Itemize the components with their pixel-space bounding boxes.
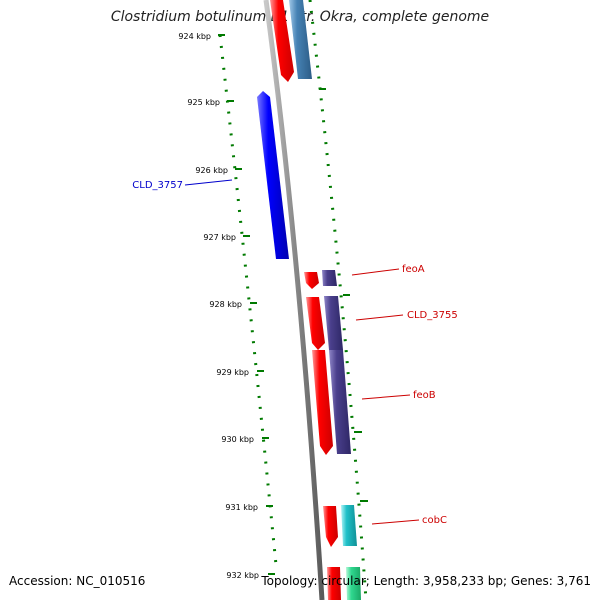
leader-line-CLD_3755 <box>355 314 404 321</box>
tick-label-927: 927 kbp <box>203 233 236 242</box>
cds-feature-CLD_3755[interactable] <box>324 296 343 350</box>
tick-924: 924 kbp <box>178 32 225 41</box>
gene-feature-feoB[interactable] <box>312 350 333 455</box>
leader-line-CLD_3757 <box>184 179 233 186</box>
cds-feature-top-steel[interactable] <box>289 0 312 79</box>
tick-926: 926 kbp <box>195 166 242 175</box>
gene-label-CLD_3755[interactable]: CLD_3755 <box>407 310 458 321</box>
gene-label-feoA[interactable]: feoA <box>402 264 425 275</box>
accession-text: Accession: NC_010516 <box>9 574 146 588</box>
gene-feature-feoA[interactable] <box>304 272 319 289</box>
outer-ring-ticks <box>319 88 368 502</box>
leader-line-cobC <box>371 519 420 525</box>
kbp-ticks: 924 kbp 925 kbp 926 kbp 927 kbp 928 kbp … <box>178 32 275 580</box>
leader-line-feoB <box>361 394 411 400</box>
gene-label-cobC[interactable]: cobC <box>422 515 447 526</box>
tick-label-932: 932 kbp <box>226 571 259 580</box>
gene-label-group-feoA: feoA <box>351 264 425 276</box>
tick-label-928: 928 kbp <box>209 300 242 309</box>
tick-931: 931 kbp <box>225 503 273 512</box>
gene-label-group-feoB: feoB <box>361 390 436 401</box>
leader-line-feoA <box>351 268 400 276</box>
tick-label-929: 929 kbp <box>216 368 249 377</box>
gene-label-group-CLD_3755: CLD_3755 <box>355 310 458 321</box>
gene-label-feoB[interactable]: feoB <box>413 390 436 401</box>
tick-label-924: 924 kbp <box>178 32 211 41</box>
cds-feature-feoB[interactable] <box>329 350 351 454</box>
gene-label-CLD_3757[interactable]: CLD_3757 <box>132 180 183 191</box>
tick-932: 932 kbp <box>226 571 275 580</box>
gene-label-group-CLD_3757: CLD_3757 <box>132 179 233 191</box>
tick-label-931: 931 kbp <box>225 503 258 512</box>
gene-feature-CLD_3755[interactable] <box>306 297 325 350</box>
tick-label-925: 925 kbp <box>187 98 220 107</box>
tick-label-930: 930 kbp <box>221 435 254 444</box>
tick-929: 929 kbp <box>216 368 264 377</box>
gene-feature-top-red[interactable] <box>270 0 294 82</box>
gene-feature-CLD_3757[interactable] <box>257 91 289 259</box>
outer-dotted-ring <box>308 0 368 600</box>
cds-feature-cobC[interactable] <box>341 505 357 546</box>
tick-928: 928 kbp <box>209 300 257 309</box>
genome-backbone <box>263 0 325 600</box>
cds-feature-bottom-green[interactable] <box>346 567 361 600</box>
gene-label-group-cobC: cobC <box>371 515 447 526</box>
tick-930: 930 kbp <box>221 435 269 444</box>
cds-feature-feoA[interactable] <box>322 270 337 286</box>
gene-feature-bottom-red[interactable] <box>327 567 341 600</box>
tick-925: 925 kbp <box>187 98 234 107</box>
tick-927: 927 kbp <box>203 233 250 242</box>
gene-feature-cobC[interactable] <box>323 506 338 547</box>
gene-features <box>257 0 341 600</box>
topology-text: Topology: circular; Length: 3,958,233 bp… <box>261 574 591 588</box>
cds-features <box>289 0 361 600</box>
tick-label-926: 926 kbp <box>195 166 228 175</box>
